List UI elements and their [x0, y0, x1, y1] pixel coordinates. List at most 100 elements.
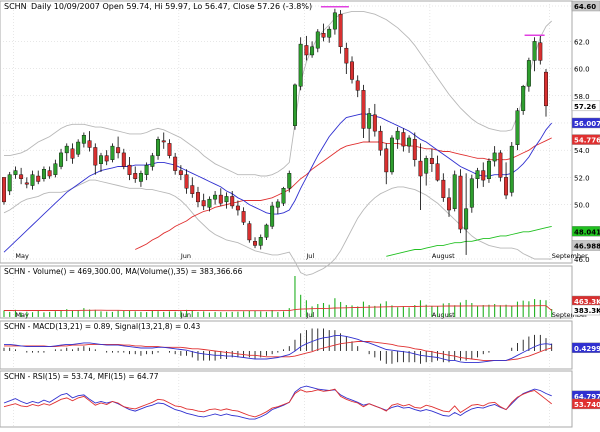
candle-body	[372, 114, 377, 132]
candle-body	[218, 194, 223, 204]
price-tick-label: 52.0	[574, 174, 590, 182]
candle-body	[110, 145, 115, 160]
price-layer	[2, 5, 553, 276]
candle-body	[532, 41, 537, 61]
candle-body	[315, 31, 320, 49]
volume-layer	[3, 276, 553, 317]
mfi-line	[3, 385, 552, 420]
candle-body	[230, 196, 235, 207]
candle-body	[401, 132, 406, 147]
candle-body	[76, 141, 81, 155]
candle-body	[173, 156, 178, 171]
month-label: September	[552, 252, 588, 260]
price-value-label-bg	[571, 117, 600, 129]
candle-body	[395, 130, 400, 140]
candle-body	[235, 205, 240, 211]
candle-body	[281, 188, 286, 204]
candle-body	[481, 170, 486, 181]
candle-body	[264, 224, 269, 238]
price-tick-label: 46.0	[574, 256, 590, 264]
candle-body	[544, 71, 548, 107]
candle-body	[298, 43, 303, 87]
candle-body	[36, 175, 41, 182]
candle-body	[93, 147, 98, 166]
candle-body	[196, 192, 200, 203]
bollinger-upper-line	[4, 10, 553, 177]
candle-body	[504, 177, 509, 196]
ma50-line	[135, 137, 552, 250]
candle-body	[247, 223, 252, 241]
candle-body	[7, 174, 12, 192]
month-label: Jun	[180, 252, 191, 260]
candle-body	[19, 174, 24, 179]
header-symbol: SCHN	[4, 2, 27, 11]
candle-body	[538, 42, 543, 61]
candle-body	[258, 237, 263, 246]
macd-panel-label: SCHN - MACD(13,21) = 0.89, Signal(13,21,…	[4, 322, 201, 331]
candle-body	[184, 174, 189, 189]
month-label: Jul	[305, 252, 314, 260]
price-value-label-bg	[571, 134, 600, 145]
candle-body	[310, 46, 315, 56]
header-info: Daily 10/09/2007 Open 59.74, Hi 59.97, L…	[31, 2, 312, 11]
candle-body	[469, 178, 474, 208]
candle-body	[121, 152, 126, 167]
rsi-value-label-bg	[571, 398, 600, 410]
macd-signal-line	[4, 341, 552, 361]
macd-panel	[0, 320, 573, 370]
candle-body	[292, 84, 297, 126]
month-label: May	[15, 252, 29, 260]
price-tick-label: 60.0	[574, 66, 590, 74]
candle-body	[116, 147, 121, 154]
volume-value-label: 383.3K	[574, 307, 600, 315]
candle-body	[464, 208, 469, 230]
ma200-line	[386, 225, 552, 257]
month-label: May	[15, 311, 29, 319]
candle-body	[24, 182, 29, 185]
candle-body	[412, 139, 417, 160]
candle-body	[104, 155, 109, 162]
candle-body	[424, 158, 429, 174]
candle-body	[275, 201, 280, 208]
price-panel	[0, 0, 573, 264]
candle-body	[367, 113, 372, 129]
candle-body	[509, 145, 514, 193]
candle-body	[350, 61, 354, 80]
candle-body	[201, 200, 206, 207]
volume-panel	[0, 265, 573, 319]
candle-body	[2, 177, 6, 203]
candle-body	[447, 197, 451, 211]
value-labels: 64.60 57.26 56.0078 54.7768 48.0410 46.9888 46…	[571, 0, 600, 410]
candle-body	[486, 160, 491, 179]
price-value-label-bg	[571, 226, 600, 237]
candle-body	[53, 163, 58, 175]
month-label: Jul	[305, 311, 314, 319]
candle-body	[458, 175, 463, 230]
rsi-line	[3, 388, 552, 418]
price-value-label-bg	[571, 240, 600, 251]
price-tick-label: 62.0	[574, 38, 590, 46]
volume-ma-line	[4, 305, 552, 312]
candle-body	[418, 160, 423, 177]
candle-body	[492, 152, 497, 162]
candle-body	[526, 60, 531, 87]
candle-body	[64, 145, 69, 154]
candle-body	[41, 169, 46, 179]
candle-body	[344, 47, 349, 64]
candle-body	[521, 86, 526, 111]
candle-body	[167, 143, 172, 156]
candle-body	[224, 196, 229, 203]
candle-body	[355, 80, 360, 91]
price-tick-label: 58.0	[574, 93, 590, 101]
candle-body	[515, 110, 520, 145]
grid-layer: 46.050.052.054.056.058.060.062.064.6MayM…	[0, 1, 590, 427]
candle-body	[161, 140, 166, 143]
price-value-label: 48.0410	[574, 228, 600, 236]
candle-body	[384, 148, 389, 173]
candle-body	[304, 45, 309, 56]
candle-body	[150, 155, 155, 167]
candle-body	[270, 205, 275, 227]
rsi-panel-label: SCHN - RSI(15) = 53.74, MFI(15) = 64.77	[4, 372, 159, 381]
